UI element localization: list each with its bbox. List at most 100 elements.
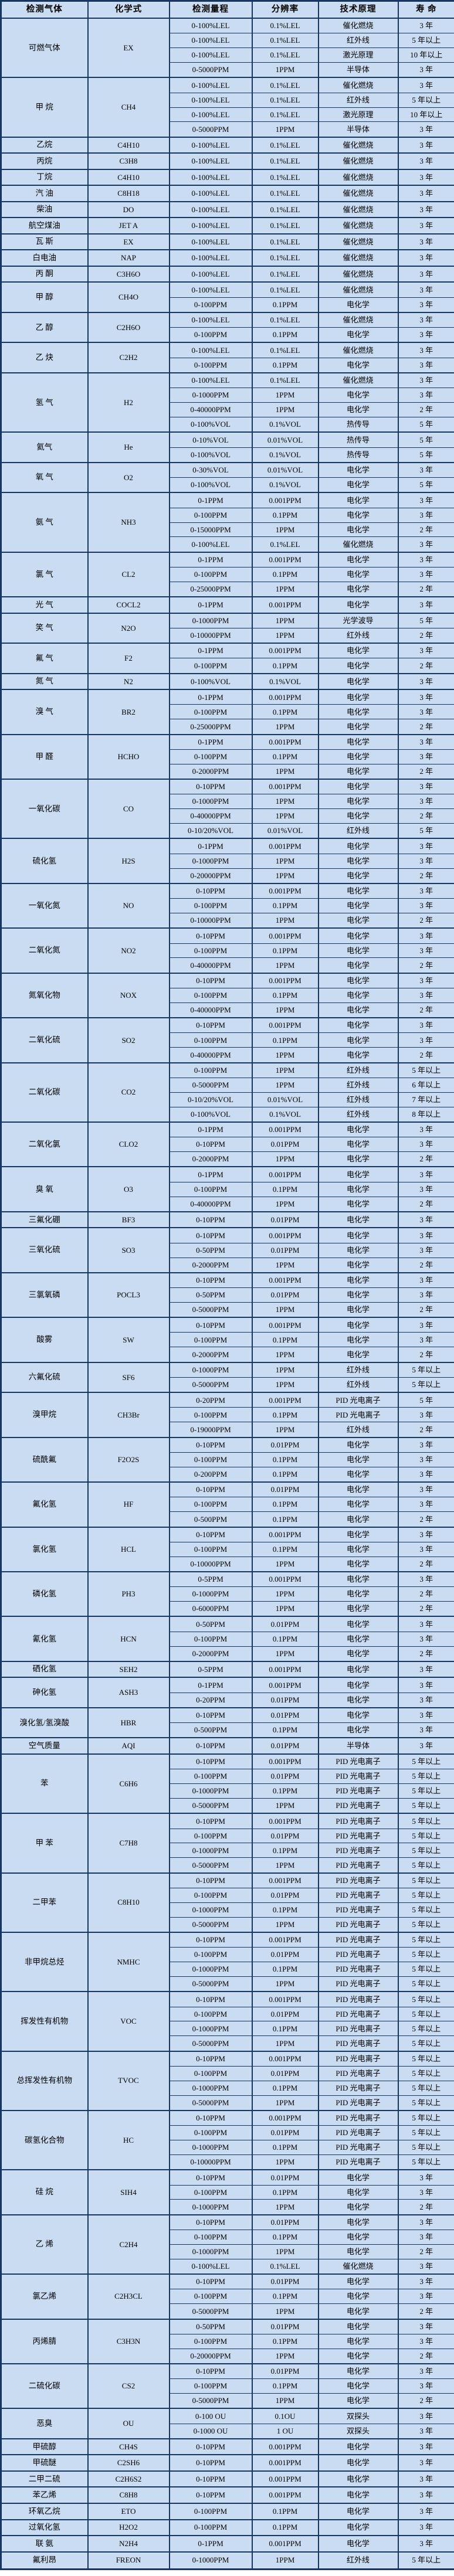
range-cell: 0-10PPM	[168, 2273, 253, 2290]
gas-name-cell: 氮 气	[0, 672, 89, 690]
principle-cell: 半导体	[317, 121, 399, 138]
lifespan-cell: 5 年以上	[397, 1916, 454, 1933]
lifespan-cell: 3 年	[397, 1436, 454, 1453]
principle-cell: PID 光电离子	[317, 1916, 399, 1933]
gas-name-cell: 过氧化氢	[0, 2519, 89, 2536]
principle-cell: PID 光电离子	[317, 2095, 399, 2111]
resolution-cell: 0.1%LEL	[251, 233, 319, 250]
lifespan-cell: 5 年以上	[397, 2140, 454, 2156]
lifespan-cell: 2 年	[397, 581, 454, 597]
principle-cell: 电化学	[317, 1257, 399, 1273]
resolution-cell: 0.1%LEL	[251, 200, 319, 218]
formula-cell: O3	[87, 1166, 170, 1212]
resolution-cell: 0.001PPM	[251, 643, 319, 659]
range-cell: 0-10PPM	[168, 1991, 253, 2007]
range-cell: 0-1000PPM	[168, 2244, 253, 2259]
range-cell: 0-5000PPM	[168, 2095, 253, 2111]
table-row: 硫酰氟 F2O2S 0-10PPM 0.01PPM 电化学 3 年	[0, 1436, 454, 1483]
table-row: 氦气 He 0-10%VOL 0.01%VOL 热传导 5 年	[0, 431, 454, 463]
range-cell: 0-10PPM	[168, 882, 253, 899]
principle-cell: 电化学	[317, 596, 399, 614]
range-cell: 0-100%LEL	[168, 136, 253, 154]
lifespan-cell: 3 年	[397, 943, 454, 959]
gas-name-cell: 柴油	[0, 200, 89, 218]
lifespan-cell: 5 年	[397, 823, 454, 839]
resolution-cell: 0.1%LEL	[251, 136, 319, 154]
range-cell: 0-5000PPM	[168, 1976, 253, 1992]
principle-cell: 催化燃烧	[317, 200, 399, 218]
lifespan-cell: 3 年	[397, 1631, 454, 1647]
principle-cell: 电化学	[317, 2214, 399, 2231]
principle-cell: 激光原理	[317, 47, 399, 63]
principle-cell: 催化燃烧	[317, 311, 399, 328]
resolution-cell: 0.001PPM	[251, 1166, 319, 1182]
table-row: 三氧化硫 SO3 0-10PPM 0.001PPM 电化学 3 年	[0, 1227, 454, 1273]
resolution-cell: 0.1PPM	[251, 507, 319, 523]
lifespan-cell: 3 年	[397, 1317, 454, 1333]
table-row: 航空煤油 JET A 0-100%LEL 0.1%LEL 催化燃烧 3 年	[0, 217, 454, 235]
resolution-cell: 0.01%VOL	[251, 461, 319, 478]
table-row: 0-1000PPM 1PPM 电化学 3 年	[1, 388, 454, 403]
resolution-cell: 0.1%LEL	[251, 92, 319, 108]
lifespan-cell: 3 年	[397, 1571, 454, 1588]
principle-cell: 电化学	[317, 327, 399, 343]
principle-cell: 电化学	[317, 2363, 399, 2380]
principle-cell: 电化学	[317, 1452, 399, 1467]
range-cell: 0-100%LEL	[168, 281, 253, 298]
lifespan-cell: 3 年	[397, 1526, 454, 1542]
principle-cell: 电化学	[317, 943, 399, 959]
resolution-cell: 1PPM	[251, 1361, 319, 1378]
principle-cell: 电化学	[317, 2378, 399, 2394]
table-row: 甲 醛 HCHO 0-1PPM 0.001PPM 电化学 3 年	[0, 733, 454, 780]
lifespan-cell: 2 年	[397, 1347, 454, 1363]
lifespan-cell: 5 年	[397, 612, 454, 628]
lifespan-cell: 3 年	[397, 1121, 454, 1138]
range-cell: 0-100PPM	[168, 1828, 253, 1844]
gas-name-cell: 三氧化硫	[0, 1227, 89, 1273]
table-row: 硒化氢 SEH2 0-5PPM 0.001PPM 电化学 3 年	[0, 1660, 454, 1678]
table-row: 甲 醇 CH4O 0-100%LEL 0.1%LEL 催化燃烧 3 年	[0, 281, 454, 313]
lifespan-cell: 3 年	[397, 1211, 454, 1228]
table-row: 0-5000PPM 1PPM 红外线 5 年以上	[1, 1377, 454, 1393]
lifespan-cell: 3 年	[397, 2408, 454, 2424]
gas-name-cell: 苯乙烯	[0, 2486, 89, 2504]
gas-name-cell: 甲硫醇	[0, 2438, 89, 2455]
lifespan-cell: 3 年	[397, 2230, 454, 2245]
range-cell: 0-100%LEL	[168, 185, 253, 202]
lifespan-cell: 3 年	[397, 898, 454, 914]
principle-cell: PID 光电离子	[317, 1902, 399, 1918]
lifespan-cell: 3 年	[397, 18, 454, 34]
principle-cell: 电化学	[317, 1181, 399, 1197]
range-cell: 0-10PPM	[168, 1227, 253, 1243]
lifespan-cell: 5 年以上	[397, 1361, 454, 1378]
resolution-cell: 0.1%VOL	[251, 417, 319, 433]
lifespan-cell: 2 年	[397, 1002, 454, 1018]
lifespan-cell: 5 年以上	[397, 1991, 454, 2007]
resolution-cell: 1PPM	[251, 2244, 319, 2259]
principle-cell: 电化学	[317, 672, 399, 690]
table-row: 0-5000PPM 1PPM 电化学 2 年	[1, 1301, 454, 1318]
lifespan-cell: 3 年	[397, 2363, 454, 2380]
resolution-cell: 1PPM	[251, 2035, 319, 2052]
principle-cell: 电化学	[317, 1332, 399, 1348]
range-cell: 0-10PPM	[168, 1872, 253, 1888]
formula-cell: NOX	[87, 972, 170, 1018]
gas-name-cell: 溴化氢/氢溴酸	[0, 1707, 89, 1738]
range-cell: 0-10PPM	[168, 1737, 253, 1755]
principle-cell: 半导体	[317, 62, 399, 78]
principle-cell: 电化学	[317, 1017, 399, 1034]
range-cell: 0-5000PPM	[168, 2393, 253, 2409]
lifespan-cell: 3 年	[397, 536, 454, 553]
resolution-cell: 0.001PPM	[251, 1526, 319, 1542]
lifespan-cell: 5 年以上	[397, 2125, 454, 2141]
table-row: 氟 气 F2 0-1PPM 0.001PPM 电化学 3 年	[0, 643, 454, 674]
range-cell: 0-10PPM	[168, 1137, 253, 1153]
resolution-cell: 0.001PPM	[251, 838, 319, 854]
range-cell: 0-100PPM	[168, 704, 253, 720]
resolution-cell: 0.1PPM	[251, 297, 319, 313]
principle-cell: 电化学	[317, 658, 399, 674]
range-cell: 0-100PPM	[168, 1631, 253, 1647]
range-cell: 0-2000PPM	[168, 1151, 253, 1167]
range-cell: 0-100PPM	[168, 2503, 253, 2520]
resolution-cell: 1PPM	[251, 1797, 319, 1814]
